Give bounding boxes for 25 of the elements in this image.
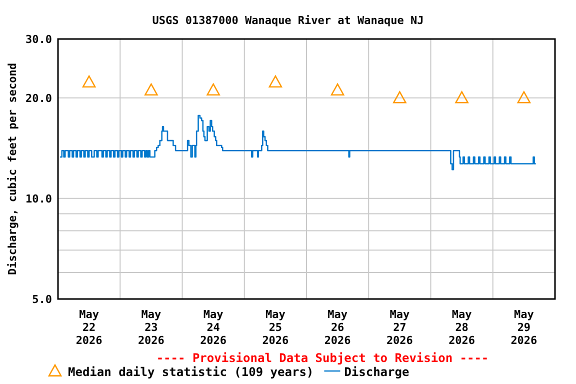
x-tick-label: May 25 2026	[262, 308, 290, 347]
y-tick-label: 20.0	[26, 92, 52, 105]
y-tick-label: 30.0	[26, 33, 52, 46]
x-tick-label: May 28 2026	[448, 308, 476, 347]
point	[268, 75, 282, 88]
point	[330, 83, 344, 96]
y-tick-label: 5.0	[32, 293, 52, 306]
x-tick-label: May 26 2026	[324, 308, 352, 347]
y-tick-label: 10.0	[26, 192, 52, 206]
point	[455, 91, 468, 104]
x-tick-label: May 22 2026	[76, 308, 103, 347]
point	[144, 83, 158, 96]
x-tick-label: May 24 2026	[200, 308, 227, 347]
x-tick-label: May 23 2026	[138, 308, 165, 347]
point	[517, 91, 531, 104]
y-axis-title: Discharge, cubic feet per second	[6, 63, 19, 275]
legend-label: Median daily statistic (109 years)	[68, 365, 314, 379]
point	[393, 91, 406, 104]
legend-label: Discharge	[344, 365, 410, 379]
point	[206, 83, 220, 96]
point	[82, 75, 96, 88]
text: ---- Provisional Data Subject to Revision ----	[156, 351, 489, 365]
x-tick-label: May 27 2026	[386, 308, 414, 347]
x-tick-label: May 29 2026	[510, 308, 538, 347]
chart-title: USGS 01387000 Wanaque River at Wanaque NJ	[152, 14, 424, 27]
